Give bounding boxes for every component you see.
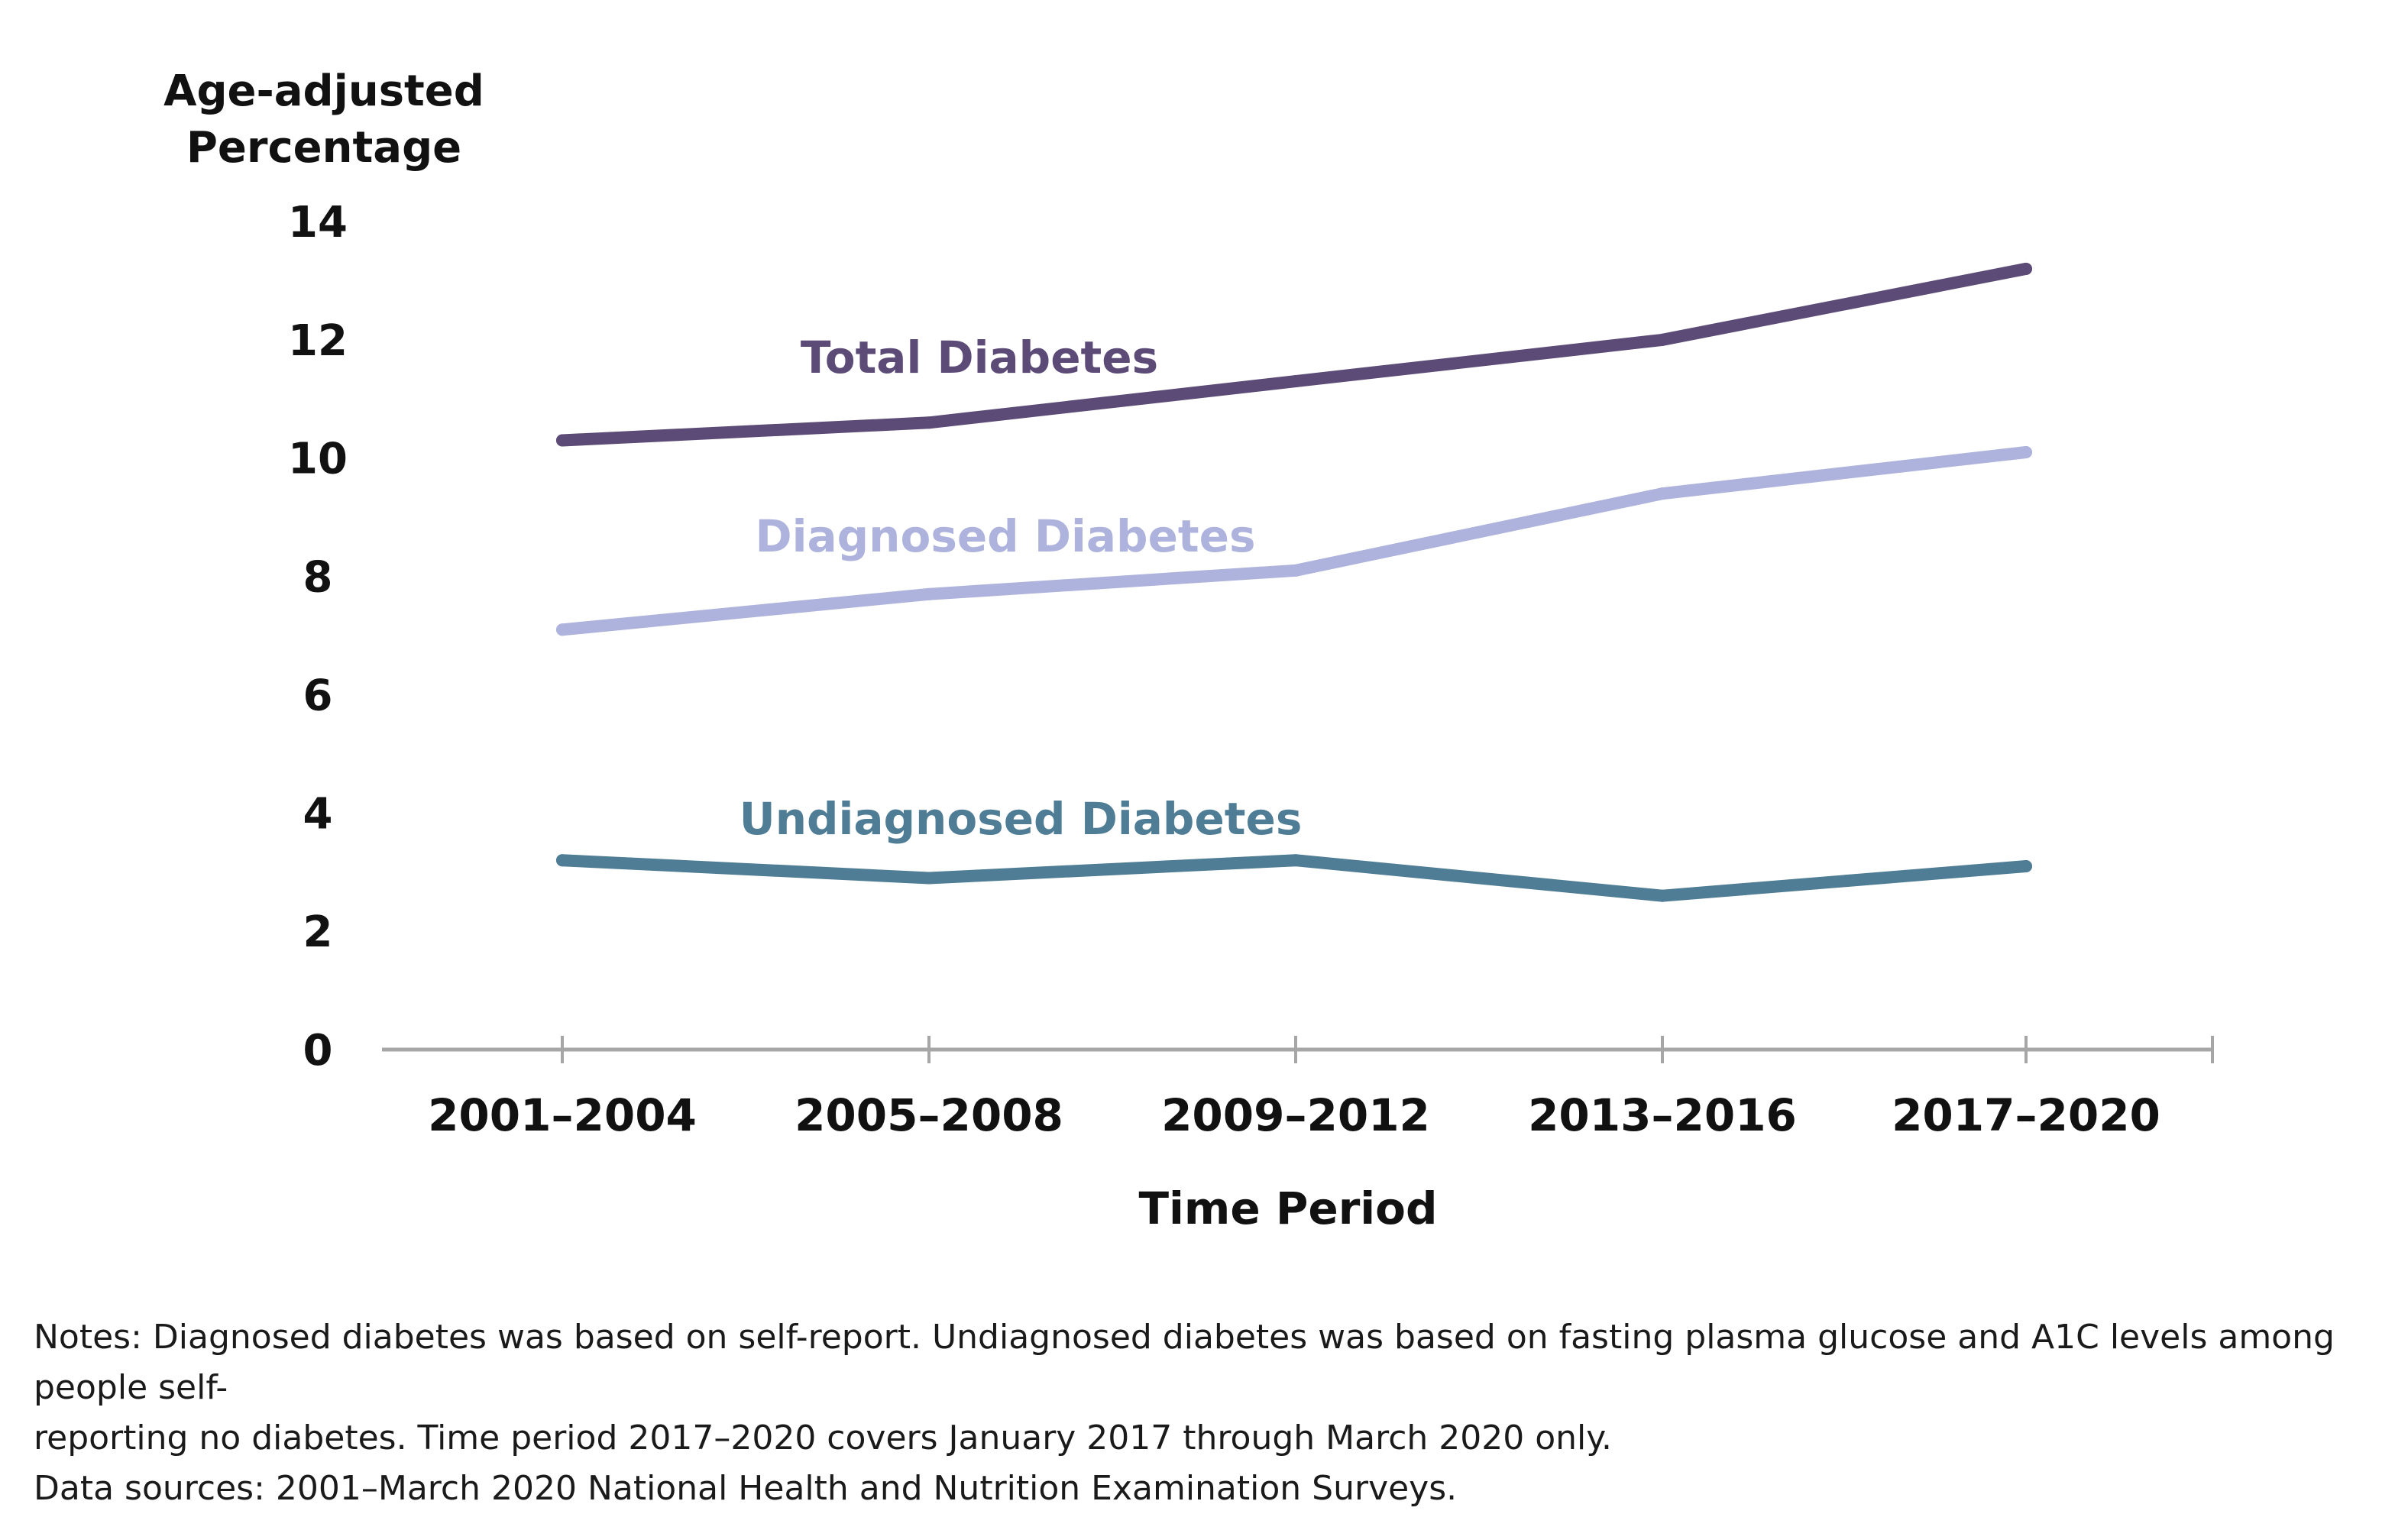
x-axis: 2001–2004 2005–2008 2009–2012 2013–2016 2017… [382, 1036, 2214, 1141]
notes-line-2: reporting no diabetes. Time period 2017–… [34, 1419, 1613, 1457]
y-tick-label: 4 [303, 789, 333, 839]
notes-line-1: Notes: Diagnosed diabetes was based on s… [34, 1318, 2335, 1407]
y-tick-label: 12 [288, 316, 348, 366]
data-point [923, 872, 935, 885]
data-point [556, 854, 568, 867]
data-point [2020, 859, 2032, 872]
data-point [1290, 375, 1302, 388]
x-tick-label: 2005–2008 [795, 1089, 1063, 1141]
data-point [1290, 854, 1302, 867]
data-point [2020, 445, 2032, 458]
y-axis-ticks: 0 2 4 6 8 10 12 14 [288, 198, 348, 1076]
x-tick-label: 2009–2012 [1161, 1089, 1430, 1141]
y-axis-title-line-1: Age-adjusted [163, 66, 484, 116]
series-labels: Total Diabetes Diagnosed Diabetes Undiagno… [740, 332, 1303, 845]
y-tick-label: 0 [303, 1026, 333, 1076]
notes-block: Notes: Diagnosed diabetes was based on s… [34, 1312, 2387, 1514]
series-label: Undiagnosed Diabetes [740, 793, 1303, 845]
y-tick-label: 6 [303, 671, 333, 720]
data-point [1656, 487, 1668, 500]
series-label: Total Diabetes [801, 332, 1158, 383]
y-tick-label: 14 [288, 198, 348, 247]
y-tick-label: 10 [288, 435, 348, 484]
data-point [556, 623, 568, 636]
x-tick-label: 2013–2016 [1528, 1089, 1797, 1141]
y-tick-label: 8 [303, 553, 333, 603]
x-tick-label: 2001–2004 [428, 1089, 697, 1141]
x-tick-label: 2017–2020 [1892, 1089, 2160, 1141]
series-line [556, 262, 2032, 447]
series-label: Diagnosed Diabetes [756, 510, 1256, 562]
data-point [556, 434, 568, 447]
data-point [1656, 333, 1668, 346]
data-point [2020, 262, 2032, 275]
y-tick-label: 2 [303, 907, 333, 957]
data-point [923, 587, 935, 600]
x-axis-title: Time Period [1138, 1182, 1437, 1234]
notes-line-3: Data sources: 2001–March 2020 National H… [34, 1469, 1458, 1508]
y-axis-title: Age-adjusted Percentage [163, 66, 484, 173]
y-axis-title-line-2: Percentage [186, 123, 461, 173]
series-lines [556, 262, 2032, 902]
data-point [923, 416, 935, 429]
line-chart: Age-adjusted Percentage 0 2 4 6 8 10 12 14 2001… [163, 66, 2214, 1234]
data-point [1290, 564, 1302, 577]
data-point [1656, 889, 1668, 902]
